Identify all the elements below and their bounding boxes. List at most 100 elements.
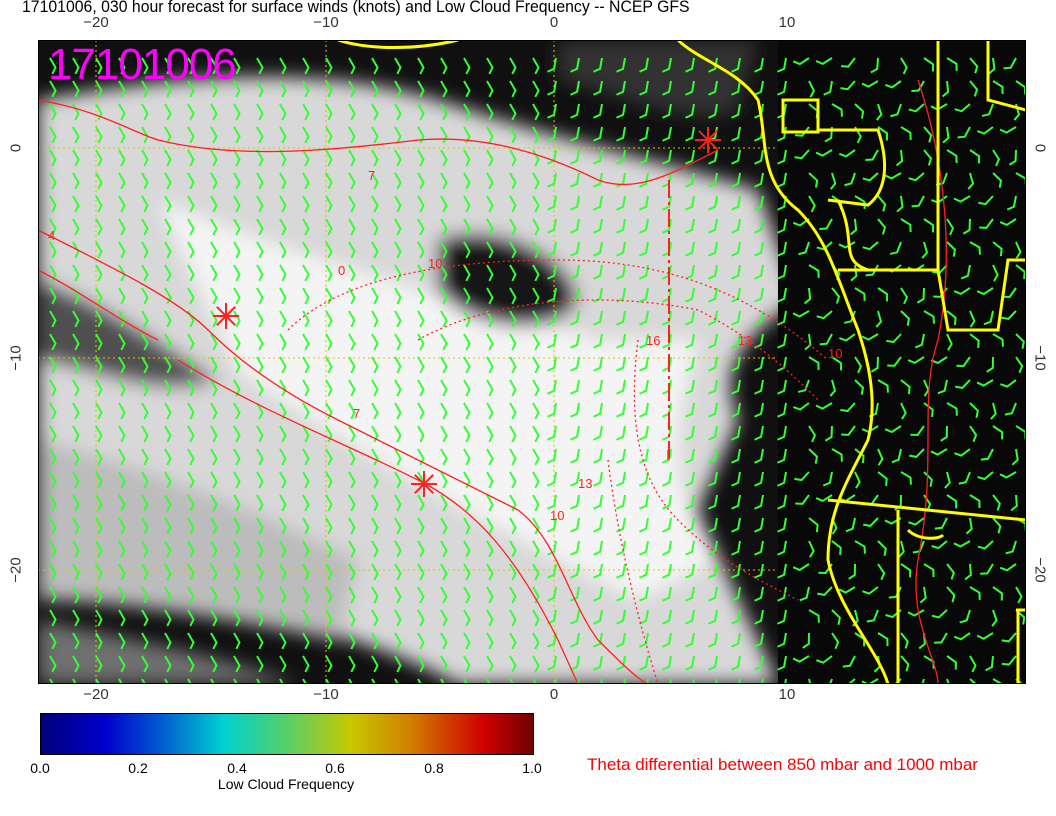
date-stamp: 17101006 bbox=[48, 40, 237, 89]
wind-barb bbox=[509, 126, 517, 144]
wind-barb bbox=[417, 287, 425, 305]
colorbar-tick: 0.0 bbox=[30, 760, 50, 776]
wind-barb bbox=[708, 632, 718, 648]
wind-barb bbox=[957, 126, 971, 139]
wind-barb bbox=[815, 402, 833, 410]
wind-barb bbox=[302, 172, 310, 190]
wind-barb bbox=[509, 540, 517, 558]
wind-barb bbox=[279, 425, 287, 443]
wind-barb bbox=[831, 609, 841, 625]
wind-barb bbox=[302, 103, 310, 121]
wind-barb bbox=[164, 149, 172, 167]
wind-barb bbox=[731, 172, 741, 188]
wind-barb bbox=[593, 609, 603, 625]
wind-barb bbox=[509, 149, 517, 167]
wind-barb bbox=[708, 333, 718, 349]
wind-barb bbox=[302, 563, 310, 581]
wind-barb bbox=[256, 218, 264, 236]
wind-barb bbox=[279, 149, 287, 167]
wind-barb bbox=[210, 471, 218, 489]
wind-barb bbox=[532, 195, 540, 213]
wind-barb bbox=[371, 80, 379, 98]
colorbar bbox=[40, 713, 534, 755]
wind-barb bbox=[440, 287, 448, 305]
wind-barb bbox=[256, 609, 264, 627]
wind-barb bbox=[777, 471, 787, 487]
wind-barb bbox=[233, 471, 241, 489]
wind-barb bbox=[639, 517, 649, 533]
wind-barb bbox=[440, 517, 448, 535]
wind-barb bbox=[547, 218, 557, 234]
wind-barb bbox=[371, 264, 379, 282]
wind-barb bbox=[969, 149, 981, 164]
contour-legend: Theta differential between 850 mbar and … bbox=[587, 755, 978, 774]
wind-barb bbox=[839, 678, 856, 684]
wind-barb bbox=[967, 172, 975, 190]
wind-barb bbox=[570, 471, 580, 487]
wind-barb bbox=[256, 80, 264, 98]
wind-barb bbox=[685, 609, 695, 625]
wind-barb bbox=[509, 310, 517, 328]
wind-barb bbox=[532, 333, 540, 351]
wind-barb bbox=[394, 149, 402, 167]
wind-barb bbox=[325, 149, 333, 167]
wind-barb bbox=[616, 494, 626, 510]
wind-barb bbox=[844, 172, 856, 187]
wind-barb bbox=[777, 425, 787, 441]
wind-barb bbox=[593, 678, 603, 684]
wind-barb bbox=[1003, 57, 1017, 70]
colorbar-tick: 0.6 bbox=[325, 760, 345, 776]
wind-barb bbox=[848, 563, 856, 580]
wind-barb bbox=[348, 586, 356, 604]
wind-barb bbox=[547, 287, 557, 303]
wind-barb bbox=[946, 149, 958, 164]
wind-barb bbox=[325, 80, 333, 98]
wind-barb bbox=[547, 448, 557, 464]
wind-barb bbox=[934, 517, 948, 530]
wind-barb bbox=[639, 149, 649, 165]
wind-barb bbox=[371, 655, 379, 673]
wind-barb bbox=[233, 678, 241, 684]
wind-barb bbox=[210, 655, 218, 673]
wind-barb bbox=[840, 57, 856, 68]
wind-barb bbox=[946, 402, 958, 416]
wind-barb bbox=[838, 149, 856, 158]
wind-barb bbox=[616, 609, 626, 625]
wind-barb bbox=[210, 609, 218, 627]
wind-barb bbox=[685, 448, 695, 464]
wind-barb bbox=[532, 494, 540, 512]
wind-barb bbox=[233, 356, 241, 374]
wind-barb bbox=[486, 241, 494, 259]
wind-barb bbox=[440, 310, 448, 328]
wind-barb bbox=[440, 448, 448, 466]
wind-barb bbox=[440, 678, 448, 684]
wind-barb bbox=[394, 494, 402, 512]
wind-barb bbox=[95, 517, 103, 535]
wind-barb bbox=[962, 218, 971, 235]
wind-barb bbox=[662, 517, 672, 533]
wind-barb bbox=[72, 494, 80, 512]
wind-barb bbox=[486, 586, 494, 604]
wind-barb bbox=[118, 379, 126, 397]
wind-barb bbox=[118, 356, 126, 374]
wind-barb bbox=[348, 103, 356, 121]
wind-barb bbox=[754, 448, 764, 464]
wind-barb bbox=[532, 448, 540, 466]
wind-barb bbox=[570, 149, 580, 165]
wind-barb bbox=[831, 287, 841, 304]
wind-barb bbox=[302, 448, 310, 466]
wind-barb bbox=[999, 126, 1017, 134]
wind-barb bbox=[417, 609, 425, 627]
wind-barb bbox=[49, 609, 57, 627]
wind-barb bbox=[417, 310, 425, 328]
wind-barb bbox=[854, 287, 866, 302]
wind-barb bbox=[593, 563, 603, 579]
wind-barb bbox=[1001, 310, 1017, 320]
forecast-map: 7 0 10 16 13 10 7 13 10 4 bbox=[38, 40, 1026, 684]
wind-barb bbox=[708, 172, 718, 188]
wind-barb bbox=[49, 103, 57, 121]
wind-barb bbox=[440, 402, 448, 420]
wind-barb bbox=[440, 333, 448, 351]
wind-barb bbox=[685, 149, 695, 165]
wind-barb bbox=[570, 540, 580, 556]
